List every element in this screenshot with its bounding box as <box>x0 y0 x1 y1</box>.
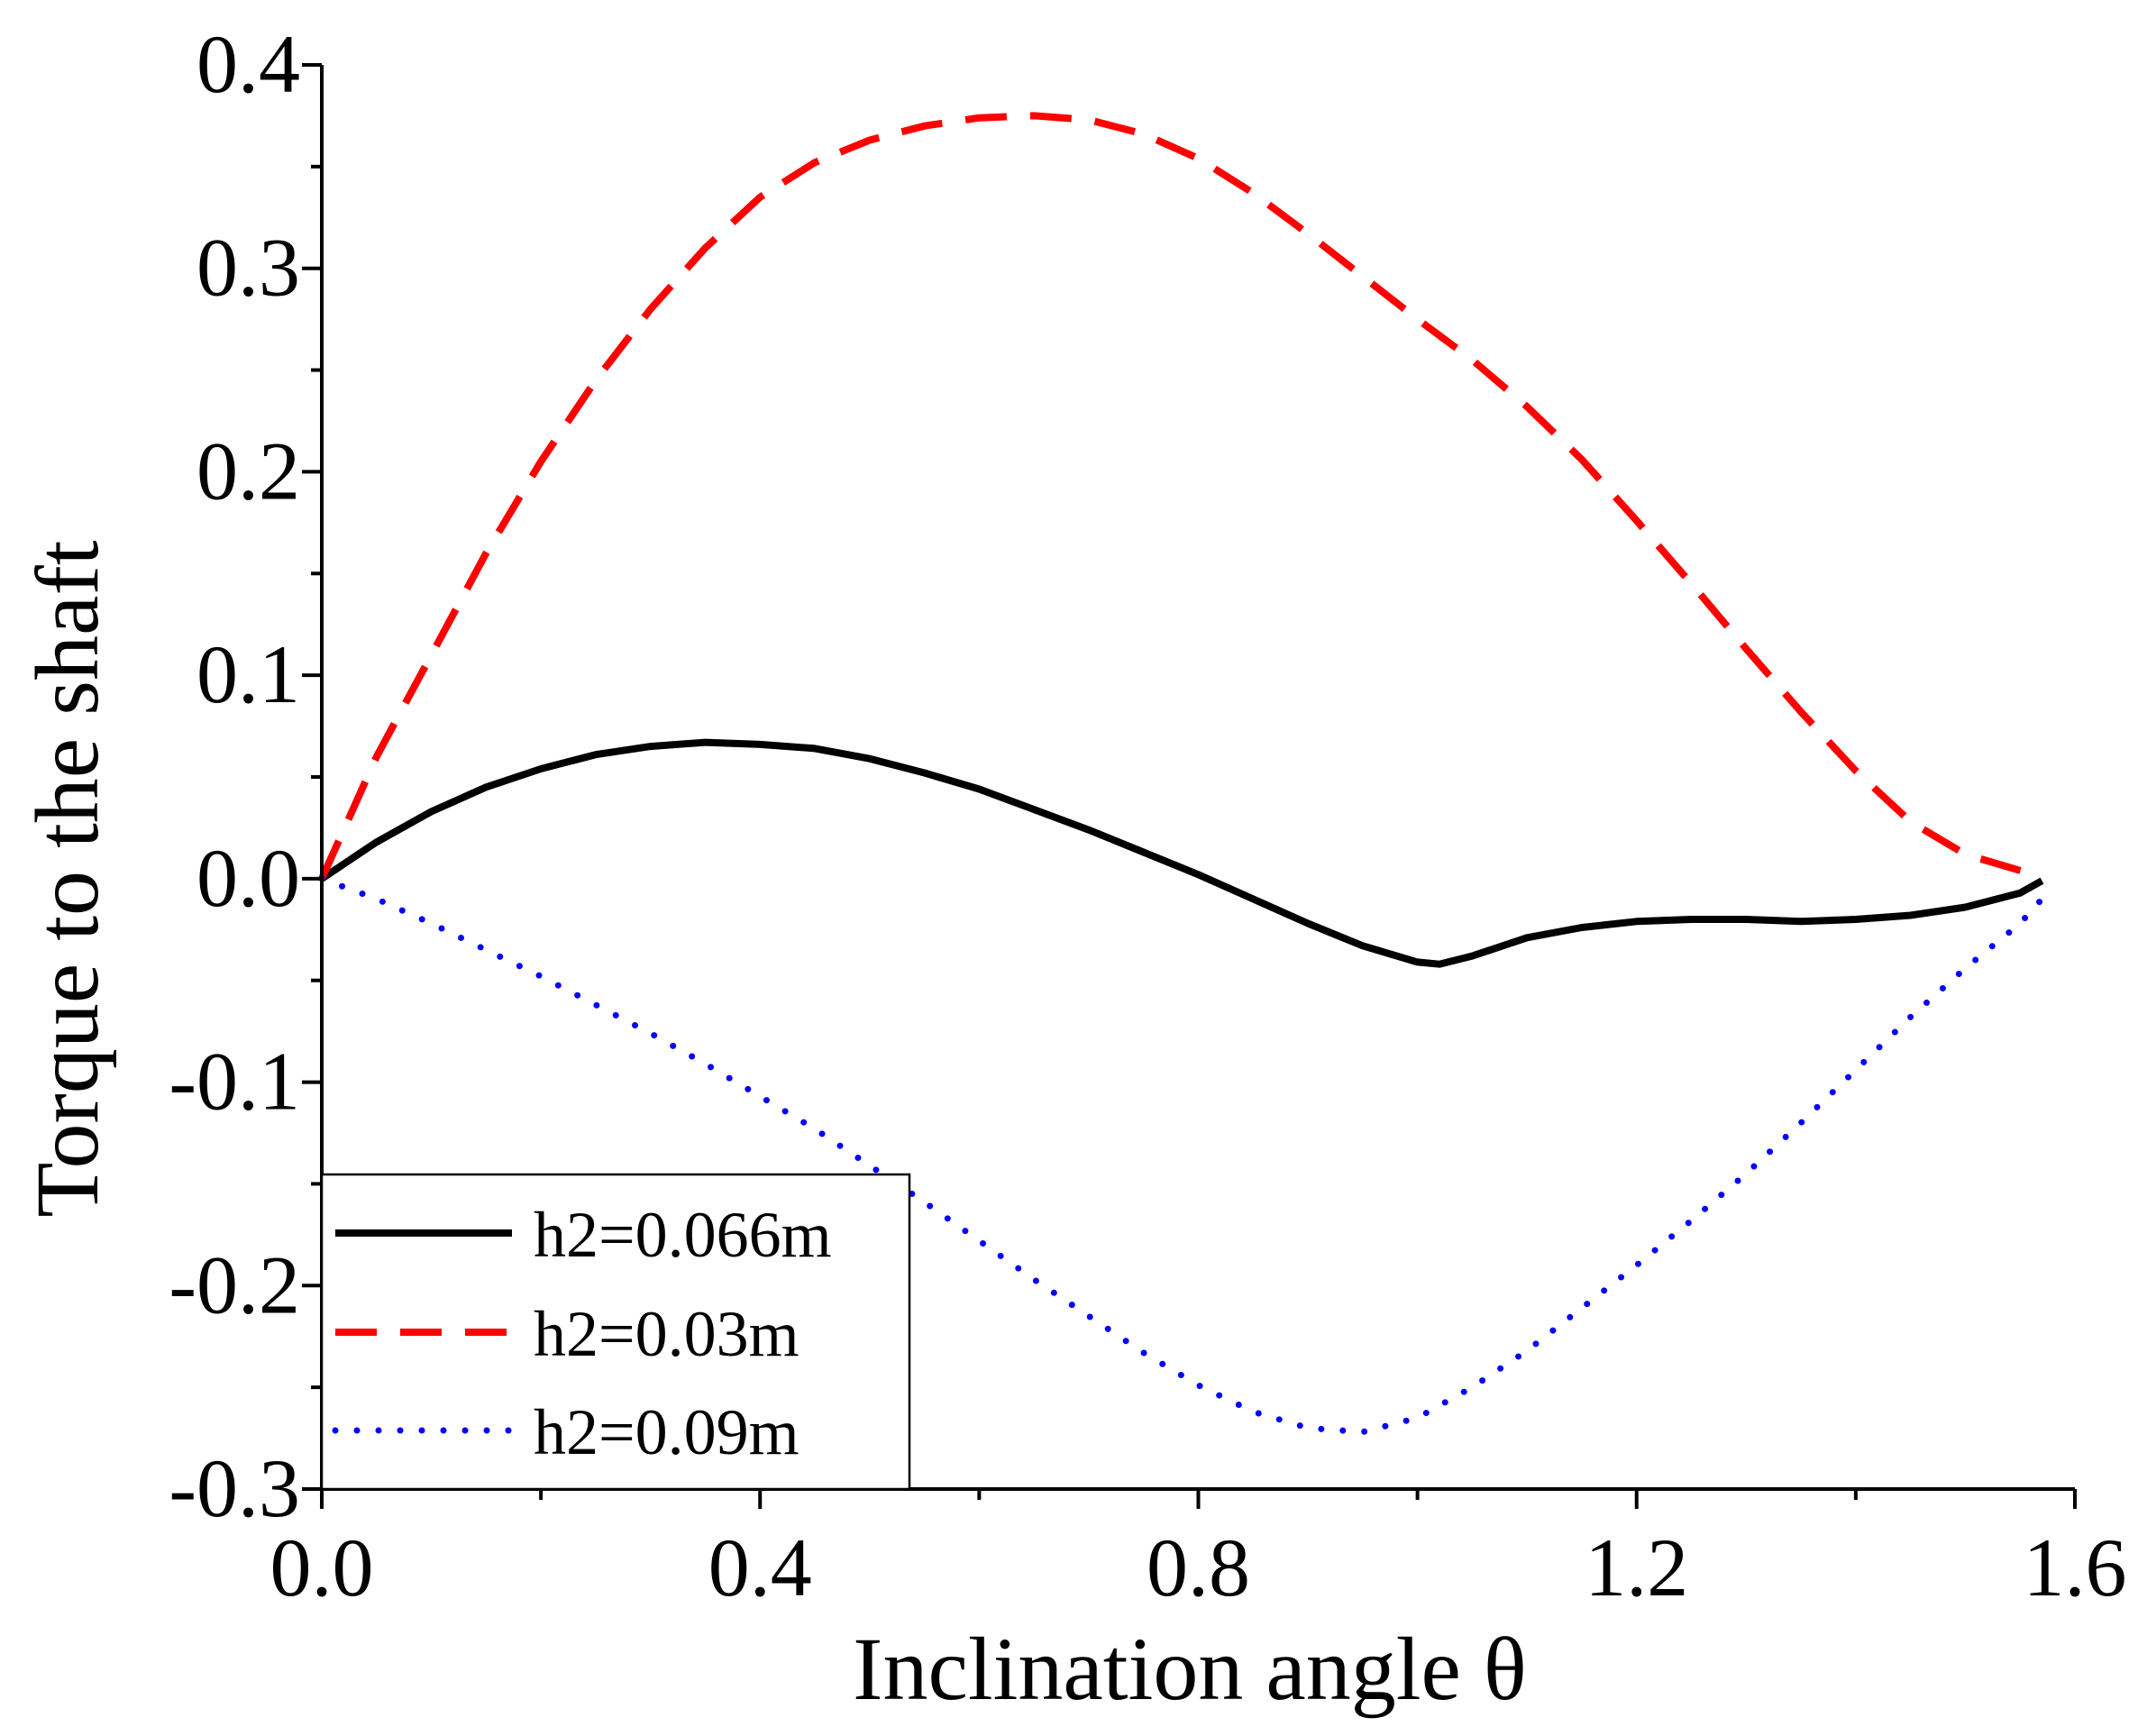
y-tick-label: 0.2 <box>196 425 300 516</box>
legend-label-1: h2=0.066m <box>534 1199 832 1271</box>
x-tick-label: 1.2 <box>1585 1521 1688 1613</box>
series-line-3 <box>318 875 2045 1436</box>
series-layer <box>318 112 2045 1436</box>
series-line-2 <box>318 112 2043 881</box>
axes: 0.0 0.4 0.8 1.2 1.6 -0.3 -0.2 -0.1 0.0 0.1 0.2 0.3 0… <box>169 18 2126 1613</box>
y-axis-title: Torque to the shaft <box>17 540 117 1217</box>
y-tick-label: -0.1 <box>169 1036 300 1128</box>
series-line-1 <box>319 738 2044 968</box>
x-tick-label: 1.6 <box>2024 1521 2127 1613</box>
x-axis-title: Inclination angle θ <box>853 1619 1527 1719</box>
legend: h2=0.066m h2=0.03m h2=0.09m <box>320 1173 911 1491</box>
legend-label-2: h2=0.03m <box>534 1298 799 1370</box>
x-tick-label: 0.4 <box>708 1521 812 1613</box>
y-tick-label: 0.3 <box>196 222 300 314</box>
y-tick-label: -0.2 <box>169 1238 300 1330</box>
y-tick-label: -0.3 <box>169 1442 300 1534</box>
y-tick-label: 0.0 <box>196 832 300 924</box>
y-tick-label: 0.1 <box>196 628 300 720</box>
x-tick-label: 0.8 <box>1147 1521 1250 1613</box>
y-tick-label: 0.4 <box>196 18 300 110</box>
x-tick-label: 0.0 <box>270 1521 374 1613</box>
legend-label-3: h2=0.09m <box>534 1396 799 1468</box>
